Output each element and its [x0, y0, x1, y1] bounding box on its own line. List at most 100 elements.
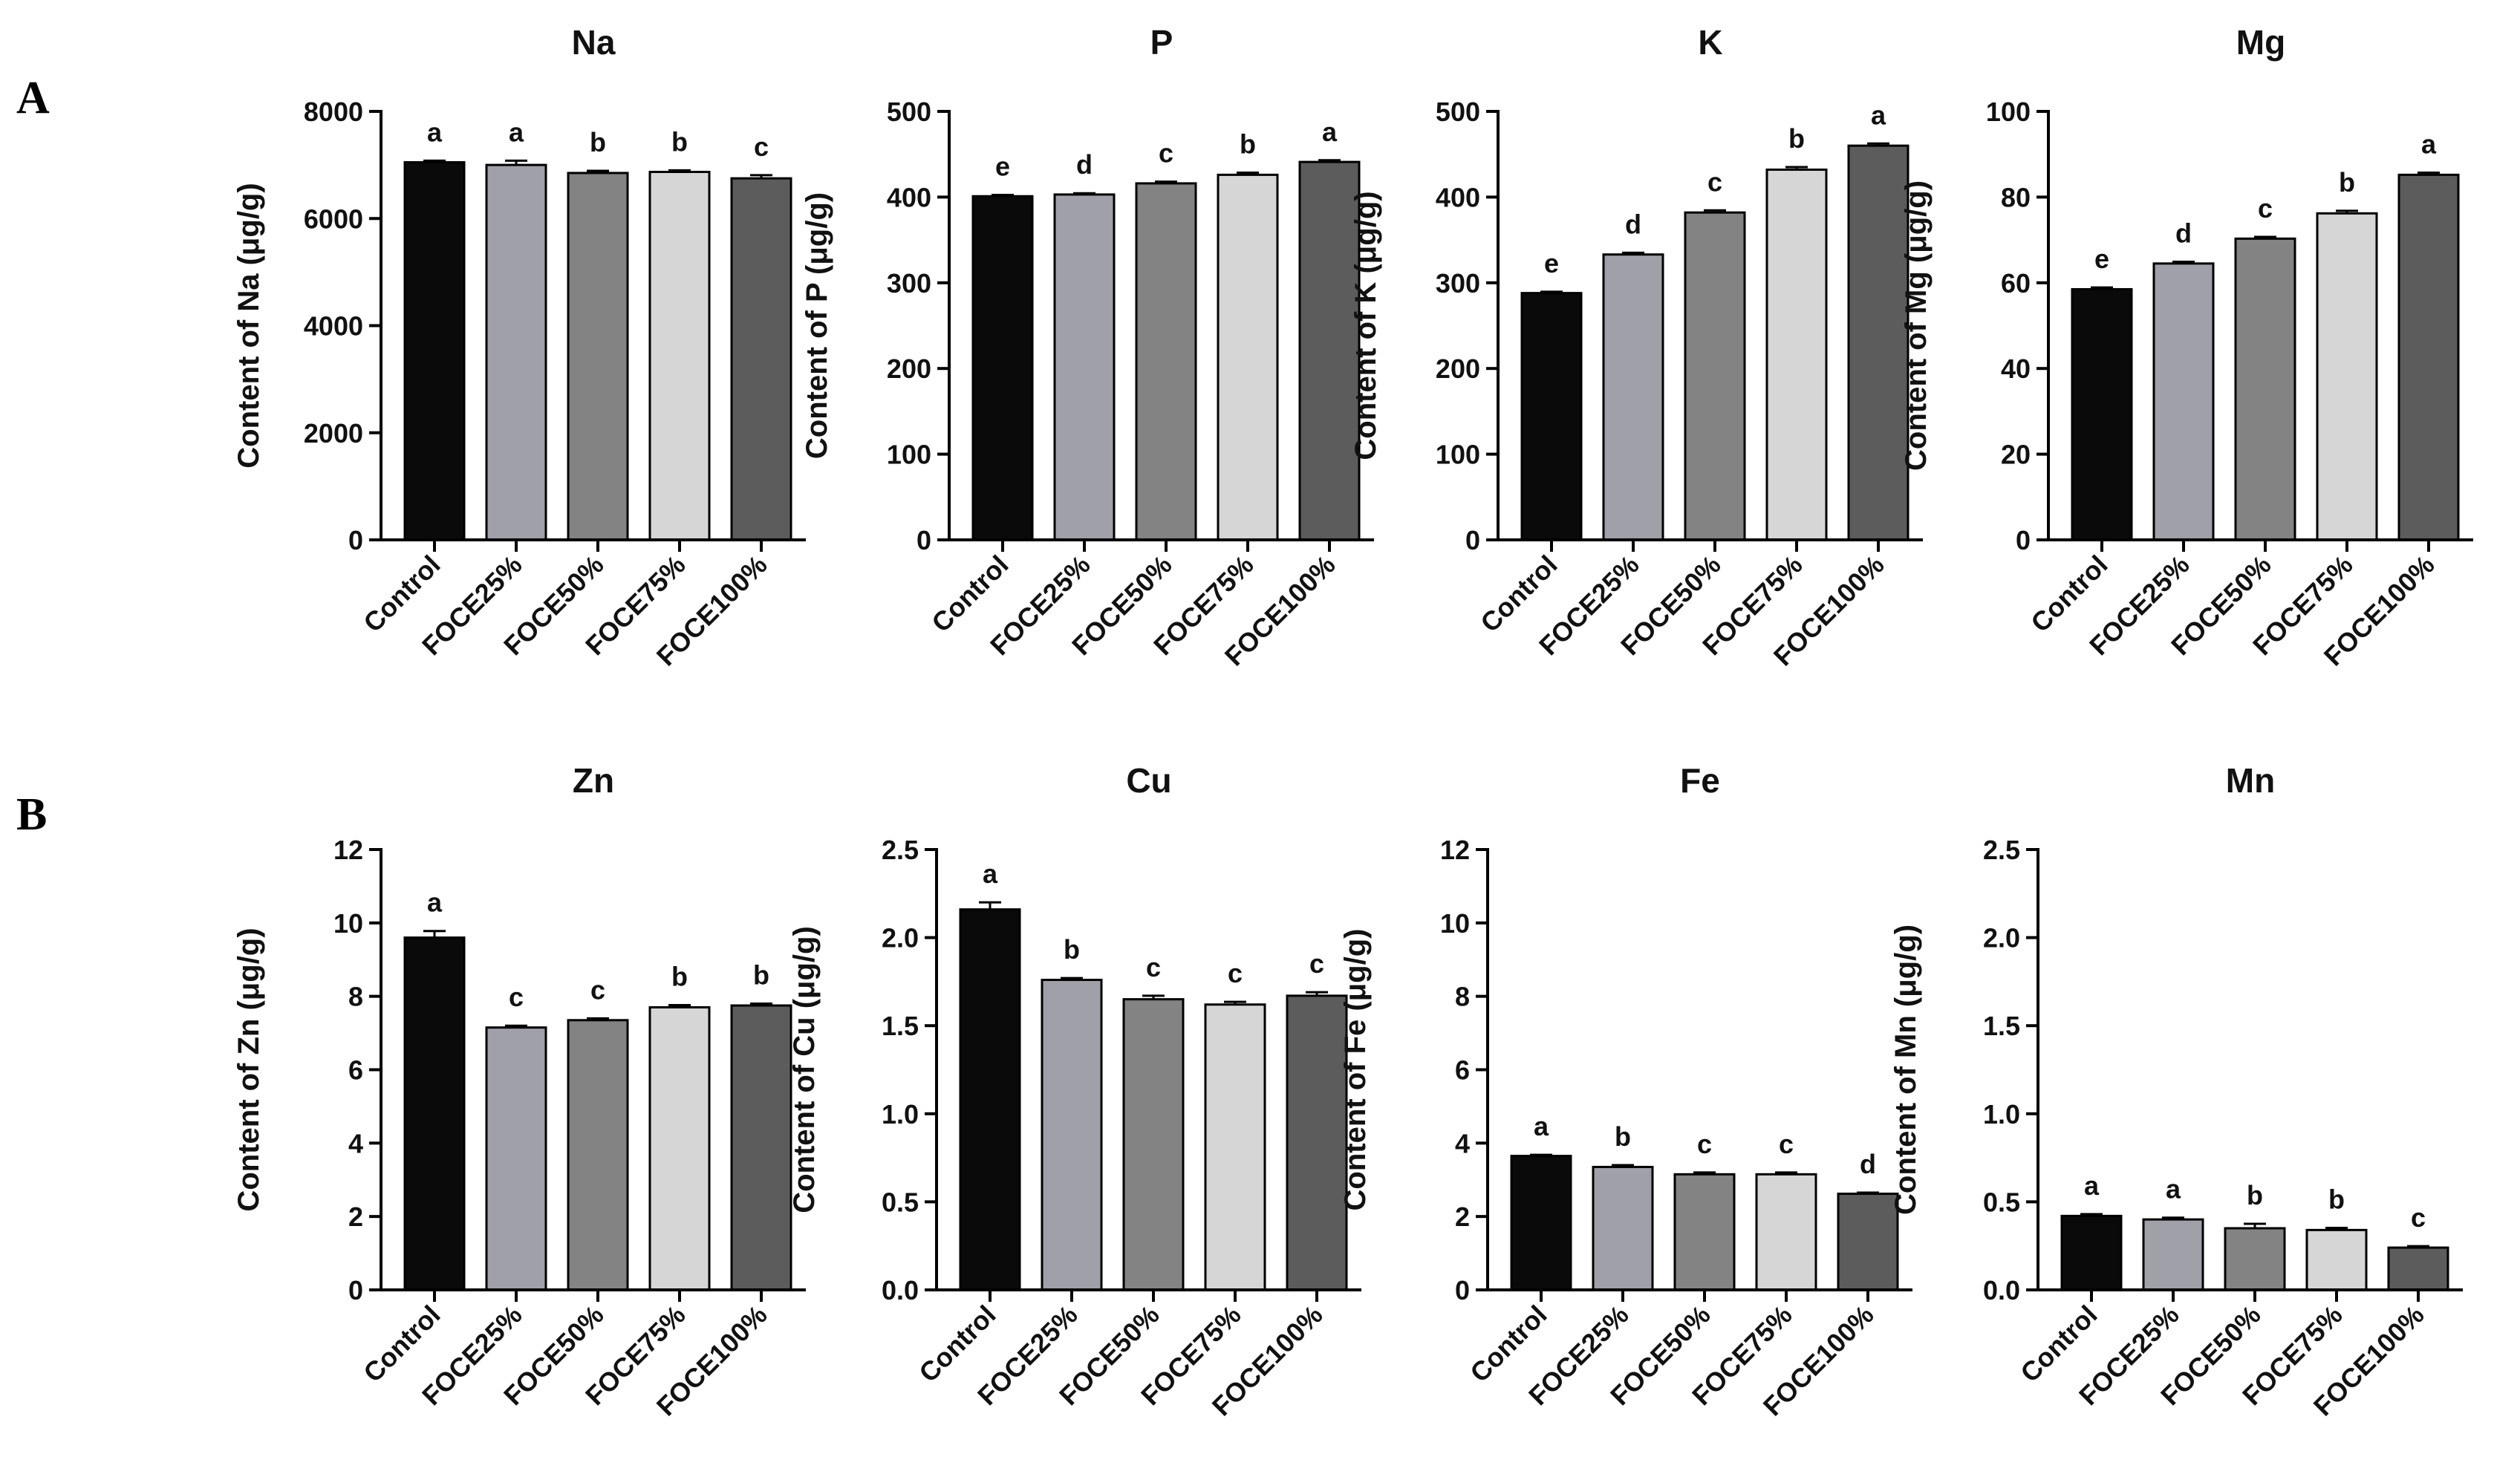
- error-bar-foce25pct: [2162, 1216, 2184, 1220]
- significance-letter-foce75pct: b: [2328, 1184, 2345, 1215]
- significance-letter-foce100pct: c: [1309, 948, 1324, 979]
- y-tick-label: 400: [1436, 182, 1480, 212]
- significance-letter-foce25pct: b: [1064, 934, 1080, 965]
- bar-foce75pct: [2305, 1228, 2368, 1291]
- error-bar-foce75pct: [1237, 172, 1259, 175]
- bar-foce25pct: [1602, 253, 1664, 541]
- error-bar-foce75pct: [1785, 166, 1808, 170]
- error-bar-foce75pct: [668, 1004, 691, 1008]
- error-bar-foce50pct: [2254, 235, 2276, 239]
- y-tick-label: 2: [348, 1202, 363, 1232]
- y-tick-label: 2.0: [882, 923, 919, 953]
- y-tick-label: 300: [887, 268, 931, 299]
- bar-foce25pct: [1053, 193, 1116, 541]
- bar-control: [1520, 292, 1583, 541]
- significance-letter-foce25pct: d: [1076, 149, 1093, 180]
- significance-letter-foce100pct: c: [2411, 1202, 2426, 1233]
- significance-letter-foce100pct: c: [754, 131, 769, 162]
- bar-control: [403, 161, 466, 541]
- bar-foce25pct: [2152, 262, 2215, 541]
- error-bar-control: [423, 159, 446, 163]
- y-tick-label: 1.5: [1983, 1011, 2020, 1041]
- significance-letter-foce100pct: a: [1322, 117, 1338, 147]
- significance-letter-control: a: [983, 858, 998, 889]
- y-tick-label: 12: [333, 835, 363, 865]
- error-bar-foce75pct: [2325, 1227, 2348, 1230]
- y-tick-label: 500: [887, 97, 931, 127]
- bar-foce75pct: [2316, 212, 2378, 541]
- error-bar-control: [1540, 290, 1563, 293]
- y-tick-label: 2: [1455, 1202, 1470, 1232]
- bar-foce25pct: [485, 163, 547, 541]
- y-tick-label: 200: [1436, 353, 1480, 384]
- error-bar-foce100pct: [750, 174, 772, 179]
- error-bar-foce100pct: [1306, 991, 1328, 996]
- chart-na: Na Content of Na (μg/g) a a b b c 0 2000 4000 6000…: [232, 23, 806, 671]
- y-tick-label: 20: [2001, 440, 2031, 470]
- y-tick-label: 400: [887, 182, 931, 212]
- significance-letter-foce75pct: b: [1240, 129, 1256, 160]
- chart-title: Mg: [2236, 23, 2285, 62]
- significance-letter-foce75pct: b: [1788, 123, 1805, 154]
- y-axis-label: Content of Na (μg/g): [232, 183, 265, 468]
- y-tick-label: 60: [2001, 268, 2031, 299]
- error-bar-control: [992, 194, 1014, 197]
- bar-foce100pct: [1286, 994, 1348, 1291]
- bar-foce100pct: [730, 1004, 792, 1291]
- y-tick-label: 6: [348, 1055, 363, 1086]
- error-bar-foce50pct: [587, 1017, 609, 1020]
- y-tick-label: 0: [2016, 525, 2031, 555]
- y-tick-label: 4: [1455, 1128, 1470, 1158]
- y-axis-label: Content of Fe (μg/g): [1339, 929, 1372, 1211]
- y-tick-label: 2.5: [882, 835, 919, 865]
- y-tick-label: 100: [887, 440, 931, 470]
- bar-foce75pct: [1765, 168, 1828, 541]
- significance-letter-foce75pct: b: [671, 962, 688, 992]
- significance-letter-control: a: [1534, 1111, 1549, 1141]
- significance-letter-control: a: [427, 887, 443, 918]
- bar-foce100pct: [1847, 144, 1909, 541]
- significance-letter-control: e: [995, 151, 1010, 182]
- y-tick-label: 1.0: [882, 1099, 919, 1129]
- y-tick-label: 1.5: [882, 1011, 919, 1041]
- y-tick-label: 0: [916, 525, 931, 555]
- significance-letter-control: e: [1544, 248, 1559, 278]
- error-bar-foce100pct: [750, 1003, 772, 1006]
- y-tick-label: 300: [1436, 268, 1480, 299]
- error-bar-control: [2080, 1213, 2103, 1216]
- panel-label-b: B: [16, 789, 47, 840]
- error-bar-control: [979, 901, 1001, 910]
- bar-foce50pct: [1135, 182, 1197, 541]
- significance-letter-control: e: [2094, 244, 2109, 274]
- error-bar-foce50pct: [587, 169, 609, 173]
- error-bar-foce50pct: [1693, 1171, 1716, 1175]
- bar-foce50pct: [1684, 211, 1746, 541]
- y-tick-label: 0: [1465, 525, 1480, 555]
- error-bar-foce25pct: [1061, 977, 1083, 980]
- significance-letter-foce100pct: a: [2421, 129, 2437, 160]
- error-bar-foce100pct: [2407, 1245, 2429, 1248]
- error-bar-foce50pct: [2244, 1222, 2266, 1228]
- y-tick-label: 4: [348, 1128, 363, 1158]
- chart-title: Fe: [1680, 761, 1720, 800]
- error-bar-foce100pct: [2418, 172, 2440, 175]
- error-bar-foce50pct: [1142, 994, 1165, 1000]
- chart-title: Mn: [2226, 761, 2275, 800]
- y-axis-label: Content of P (μg/g): [801, 192, 833, 459]
- error-bar-foce25pct: [1073, 192, 1095, 195]
- bar-control: [1510, 1155, 1572, 1291]
- error-bar-foce50pct: [1155, 180, 1177, 183]
- y-axis-label: Content of K (μg/g): [1349, 191, 1382, 460]
- y-tick-label: 0: [348, 1275, 363, 1305]
- significance-letter-foce75pct: c: [1779, 1129, 1794, 1159]
- error-bar-control: [423, 930, 446, 938]
- y-tick-label: 0.0: [882, 1275, 919, 1305]
- y-tick-label: 0.0: [1983, 1275, 2020, 1305]
- significance-letter-foce50pct: c: [1707, 166, 1722, 197]
- y-tick-label: 8000: [304, 97, 363, 127]
- y-tick-label: 0: [348, 525, 363, 555]
- bar-foce50pct: [1673, 1173, 1736, 1291]
- y-axis-label: Content of Cu (μg/g): [788, 926, 821, 1213]
